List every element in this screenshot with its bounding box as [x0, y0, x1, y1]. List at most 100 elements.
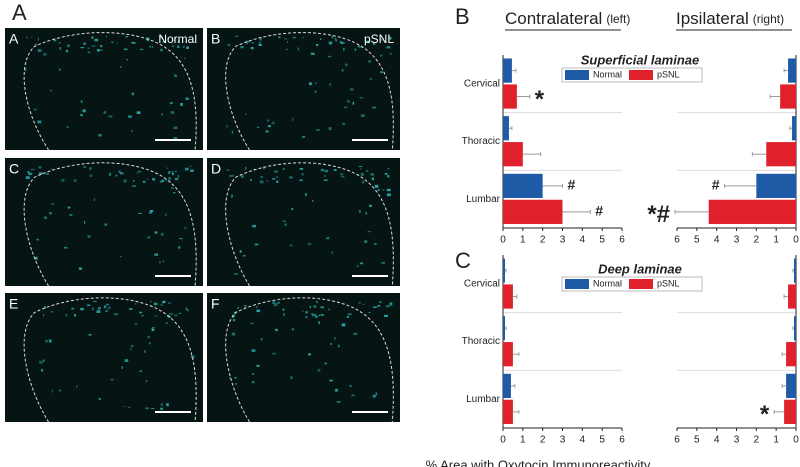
fluorescence-speck [365, 211, 367, 215]
fluorescence-speck [289, 176, 293, 179]
fluorescence-speck [65, 313, 68, 317]
fluorescence-speck [191, 355, 195, 359]
fluorescence-speck [252, 224, 256, 228]
fluorescence-speck [113, 313, 118, 316]
fluorescence-speck [386, 175, 390, 178]
fluorescence-speck [84, 220, 86, 224]
fluorescence-speck [234, 35, 239, 37]
fluorescence-speck [382, 189, 385, 191]
fluorescence-speck [154, 231, 158, 234]
fluorescence-speck [178, 246, 181, 249]
x-tick-label: 6 [619, 235, 625, 246]
fluorescence-speck [349, 384, 352, 388]
fluorescence-speck [93, 198, 96, 202]
fluorescence-speck [366, 40, 371, 44]
fluorescence-speck [123, 48, 128, 51]
fluorescence-speck [173, 126, 178, 130]
fluorescence-speck [132, 180, 135, 182]
fluorescence-speck [33, 108, 37, 111]
fluorescence-speck [302, 310, 304, 313]
fluorescence-speck [323, 179, 328, 181]
fluorescence-speck [177, 45, 180, 49]
fluorescence-speck [360, 173, 364, 176]
fluorescence-speck [292, 36, 297, 39]
fluorescence-speck [67, 44, 70, 48]
fluorescence-speck [297, 47, 299, 51]
fluorescence-speck [352, 101, 355, 105]
fluorescence-speck [94, 38, 99, 42]
x-tick-label: 2 [754, 435, 760, 446]
panel-label: A [12, 0, 27, 25]
fluorescence-speck [138, 212, 142, 214]
fluorescence-speck [93, 300, 97, 303]
fluorescence-speck [250, 179, 252, 182]
fluorescence-speck [37, 120, 42, 124]
fluorescence-speck [340, 42, 345, 45]
fluorescence-speck [380, 54, 383, 57]
fluorescence-speck [177, 174, 179, 178]
fluorescence-speck [134, 303, 137, 305]
bar [503, 142, 523, 167]
fluorescence-speck [43, 52, 47, 56]
fluorescence-speck [73, 179, 77, 182]
fluorescence-speck [145, 407, 149, 409]
fluorescence-speck [226, 169, 230, 172]
fluorescence-speck [61, 179, 65, 182]
fluorescence-speck [255, 306, 258, 309]
fluorescence-speck [105, 36, 107, 38]
fluorescence-speck [185, 97, 189, 101]
fluorescence-speck [179, 238, 183, 240]
legend-swatch [565, 279, 589, 289]
fluorescence-speck [370, 173, 375, 176]
fluorescence-speck [39, 360, 43, 364]
fluorescence-speck [359, 96, 364, 99]
fluorescence-speck [341, 41, 344, 44]
fluorescence-speck [160, 48, 163, 52]
fluorescence-speck [34, 43, 38, 46]
fluorescence-speck [26, 36, 28, 39]
fluorescence-speck [315, 82, 317, 84]
fluorescence-speck [252, 373, 254, 375]
fluorescence-speck [168, 176, 171, 180]
legend-label: Normal [593, 278, 622, 288]
fluorescence-speck [341, 323, 346, 327]
legend-label: Normal [593, 69, 622, 79]
x-tick-label: 5 [694, 235, 700, 246]
fluorescence-speck [130, 348, 132, 351]
fluorescence-speck [386, 305, 390, 308]
x-tick-label: 5 [599, 235, 605, 246]
fluorescence-speck [50, 89, 52, 92]
significance-marker: # [568, 177, 576, 193]
fluorescence-speck [316, 129, 320, 131]
fluorescence-speck [335, 39, 338, 42]
fluorescence-speck [131, 92, 135, 96]
fluorescence-speck [145, 380, 148, 382]
fluorescence-speck [232, 174, 234, 177]
fluorescence-speck [308, 353, 312, 356]
fluorescence-speck [89, 174, 93, 177]
fluorescence-speck [231, 332, 236, 336]
fluorescence-speck [256, 309, 260, 313]
fluorescence-speck [331, 251, 334, 254]
fluorescence-speck [180, 103, 183, 106]
chart-title: Deep laminae [598, 261, 682, 276]
x-tick-label: 3 [560, 435, 566, 446]
fluorescence-speck [389, 303, 393, 306]
fluorescence-speck [377, 189, 380, 192]
category-label: Thoracic [462, 336, 500, 347]
gray-matter-outline [23, 32, 197, 151]
fluorescence-speck [168, 302, 171, 305]
fluorescence-speck [245, 166, 247, 170]
condition-label: pSNL [364, 32, 394, 46]
fluorescence-speck [323, 175, 327, 177]
fluorescence-speck [59, 389, 61, 392]
fluorescence-speck [373, 306, 377, 309]
significance-marker: * [535, 86, 545, 113]
fluorescence-speck [178, 312, 182, 315]
fluorescence-speck [226, 125, 228, 128]
fluorescence-speck [384, 173, 388, 175]
fluorescence-speck [171, 172, 175, 176]
fluorescence-speck [377, 304, 381, 307]
fluorescence-speck [124, 359, 129, 362]
fluorescence-speck [161, 301, 164, 304]
